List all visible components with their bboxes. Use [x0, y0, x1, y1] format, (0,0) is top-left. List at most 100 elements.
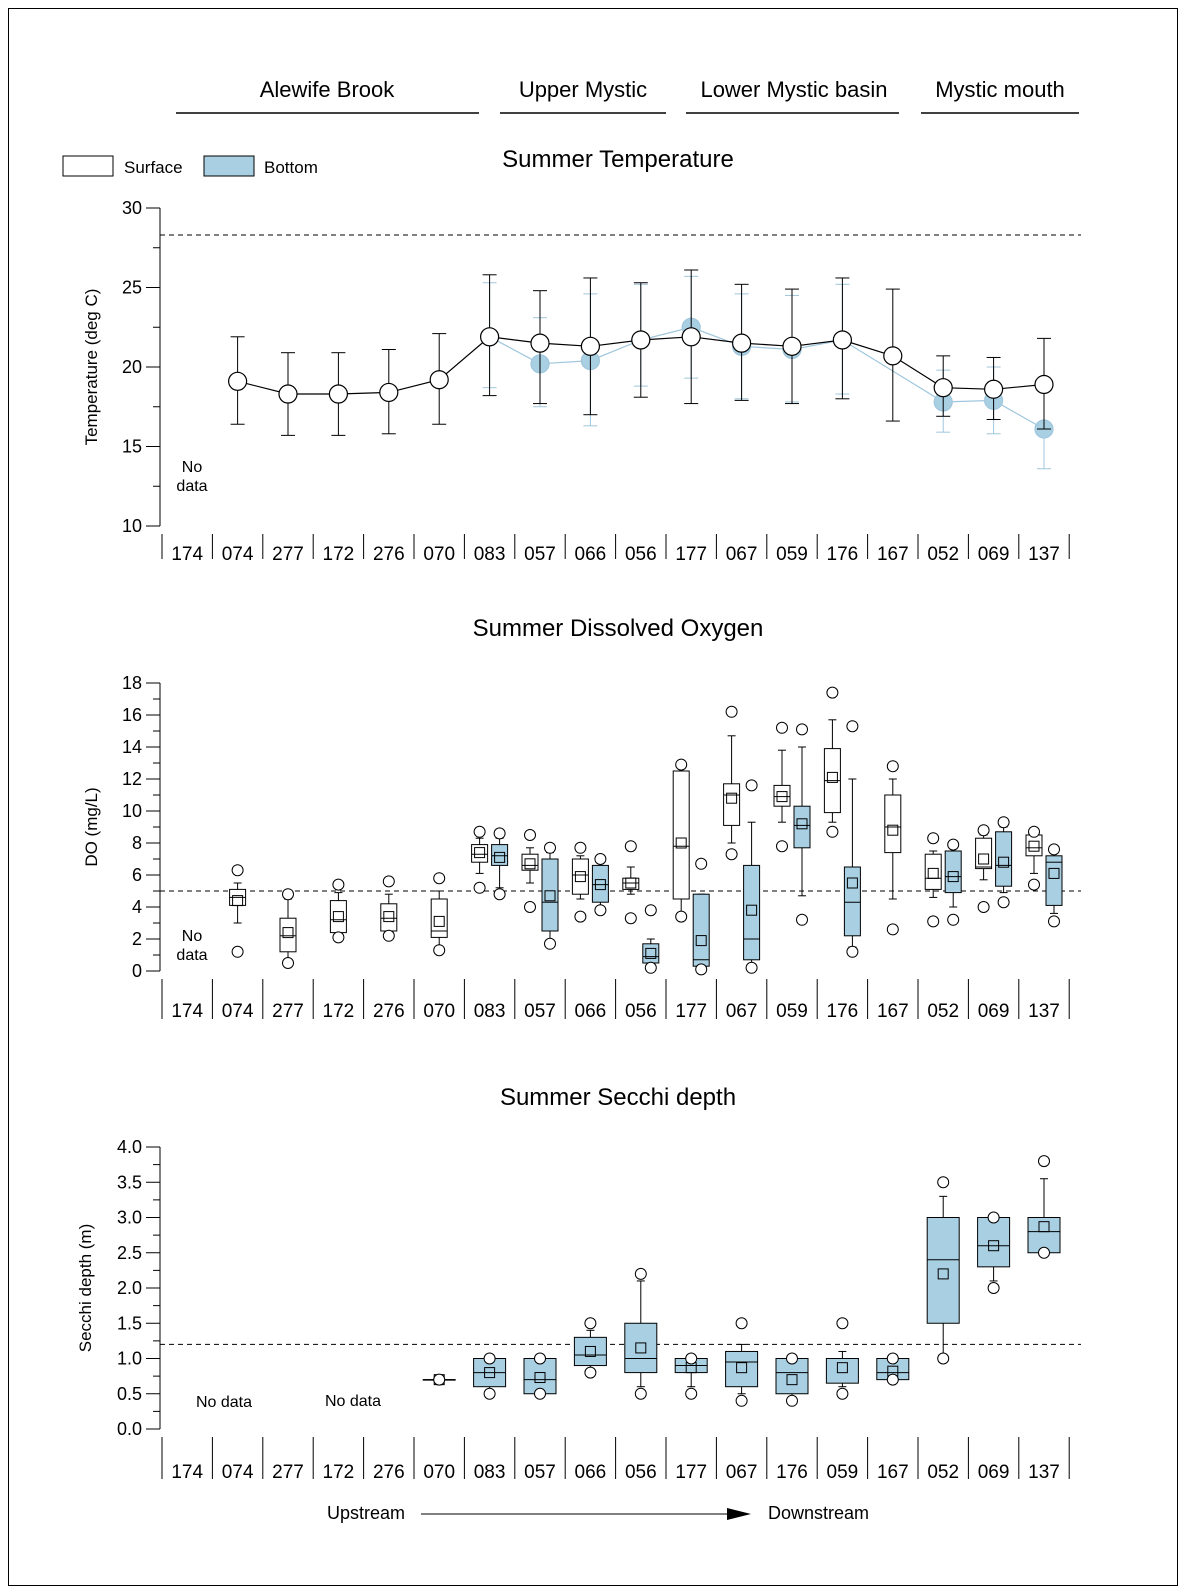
- box-mark: [1027, 1155, 1061, 1259]
- category-label: 067: [726, 1462, 758, 1483]
- box-mark: [977, 1211, 1011, 1294]
- y-tick-label: 20: [122, 357, 142, 377]
- outlier-point: [796, 913, 808, 926]
- data-point: [278, 384, 298, 404]
- category-label: 177: [675, 1001, 707, 1022]
- box: [977, 1217, 1011, 1268]
- mean-marker: [887, 824, 899, 836]
- outlier-point: [231, 864, 244, 877]
- box-mark: [725, 1317, 759, 1407]
- outlier-point: [947, 913, 960, 926]
- y-tick-label: 2.5: [117, 1243, 142, 1263]
- box-mark: [1045, 843, 1063, 928]
- box-mark: [1025, 825, 1043, 891]
- box-mark: [876, 1352, 910, 1386]
- box: [642, 943, 660, 964]
- box: [725, 1350, 759, 1388]
- outlier-point: [675, 910, 688, 923]
- outlier-point: [493, 888, 506, 901]
- box: [491, 844, 509, 866]
- y-tick-label: 12: [122, 769, 142, 789]
- outlier-point: [987, 1282, 1000, 1294]
- category-label: 069: [978, 1001, 1010, 1022]
- box: [1025, 834, 1043, 857]
- box: [430, 898, 448, 938]
- mean-marker: [746, 904, 758, 916]
- box: [995, 831, 1013, 887]
- y-tick-label: 8: [132, 833, 142, 853]
- category-label: 276: [373, 544, 405, 565]
- category-label: 074: [222, 1462, 254, 1483]
- header-layer: Alewife Brook Upper Mystic Lower Mystic …: [62, 77, 1079, 177]
- chart-title: Summer Secchi depth: [500, 1084, 736, 1111]
- data-point: [530, 333, 550, 353]
- outlier-point: [1028, 878, 1040, 891]
- outlier-point: [846, 945, 859, 958]
- box-mark: [775, 1352, 809, 1407]
- outlier-point: [282, 957, 294, 969]
- category-label: 083: [474, 544, 506, 565]
- outlier-point: [735, 1394, 748, 1407]
- y-axis-label: Temperature (deg C): [82, 289, 101, 446]
- data-point: [883, 346, 903, 366]
- y-tick-label: 30: [122, 198, 142, 218]
- outlier-point: [675, 758, 688, 771]
- outlier-point: [1048, 915, 1060, 928]
- y-tick-label: 0: [132, 961, 142, 981]
- outlier-point: [624, 840, 637, 853]
- data-point: [228, 371, 248, 391]
- box-mark: [471, 825, 489, 894]
- outlier-point: [786, 1394, 798, 1407]
- outlier-point: [483, 1387, 496, 1400]
- series-surface: [228, 269, 1054, 436]
- no-data-label: No data: [176, 928, 207, 964]
- box: [793, 805, 811, 849]
- box-mark: [884, 760, 902, 936]
- outlier-point: [735, 1317, 748, 1330]
- box: [279, 917, 297, 953]
- outlier-point: [433, 944, 446, 957]
- category-label: 059: [776, 1001, 808, 1022]
- y-tick-label: 0.5: [117, 1384, 142, 1404]
- mean-marker: [927, 867, 939, 879]
- box-mark: [926, 1176, 960, 1365]
- outlier-point: [624, 912, 637, 925]
- mean-marker: [998, 856, 1010, 868]
- category-label: 276: [373, 1462, 405, 1483]
- box-mark: [793, 723, 811, 926]
- series-surface: [229, 686, 1043, 969]
- mean-marker: [494, 851, 506, 863]
- outlier-point: [332, 878, 345, 891]
- outlier-point: [937, 1352, 950, 1365]
- mean-marker: [594, 879, 606, 891]
- category-label: 167: [877, 1462, 909, 1483]
- region-label-lower-mystic: Lower Mystic basin: [700, 77, 887, 102]
- box-mark: [473, 1352, 507, 1400]
- box-mark: [622, 840, 640, 925]
- no-data-label: No data: [176, 459, 207, 495]
- category-label: 172: [323, 544, 355, 565]
- category-label: 069: [978, 544, 1010, 565]
- category-label: 056: [625, 1001, 657, 1022]
- mean-marker: [524, 858, 536, 870]
- category-label: 174: [171, 1462, 203, 1483]
- box: [571, 858, 589, 895]
- outlier-point: [826, 686, 839, 699]
- box-mark: [422, 1373, 456, 1386]
- box-mark: [823, 686, 841, 838]
- outlier-point: [574, 841, 587, 854]
- data-point: [983, 379, 1004, 399]
- box-mark: [573, 1317, 607, 1379]
- y-tick-label: 3.5: [117, 1172, 142, 1192]
- outlier-point: [886, 1352, 899, 1365]
- box-mark: [523, 1352, 557, 1400]
- mean-marker: [1048, 867, 1060, 879]
- box: [1045, 855, 1063, 906]
- box-mark: [672, 758, 690, 923]
- outlier-point: [433, 872, 446, 885]
- outlier-point: [695, 963, 708, 976]
- mean-marker: [846, 877, 858, 889]
- mean-marker: [1028, 840, 1040, 852]
- category-label: 074: [222, 544, 254, 565]
- outlier-point: [836, 1387, 849, 1400]
